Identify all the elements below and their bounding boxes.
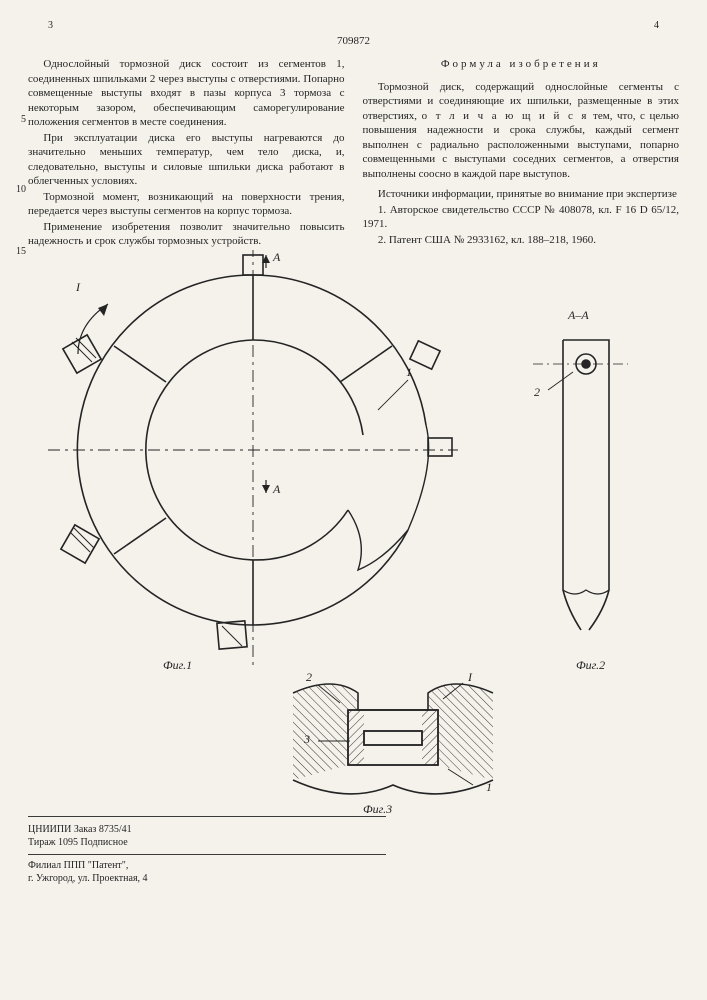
ref-1-fig1: 1 bbox=[406, 365, 412, 380]
left-column: Однослойный тормозной диск состоит из се… bbox=[28, 57, 345, 250]
formula-title: Формула изобретения bbox=[363, 57, 680, 72]
line-mark-5: 5 bbox=[14, 113, 26, 126]
source-1: 1. Авторское свидетельство СССР № 408078… bbox=[363, 203, 680, 232]
ref-2-fig3: 2 bbox=[306, 670, 312, 685]
source-2: 2. Патент США № 2933162, кл. 188–218, 19… bbox=[363, 233, 680, 248]
fig2-label: Фиг.2 bbox=[576, 658, 605, 673]
imprint-line3: Филиал ППП "Патент", bbox=[28, 859, 386, 873]
figures-area: A A I 1 Фиг.1 A–A 2 Фиг.2 bbox=[28, 250, 679, 810]
figure-3 bbox=[278, 665, 508, 805]
claim: Тормозной диск, содержащий однослойные с… bbox=[363, 80, 680, 182]
sources-title: Источники информации, принятые во вниман… bbox=[363, 187, 680, 202]
para-4: Применение изобретения позволит значител… bbox=[28, 220, 345, 249]
figure-2 bbox=[528, 320, 638, 660]
claim-spaced: о т л и ч а ю щ и й с я bbox=[422, 110, 589, 122]
figure-1 bbox=[48, 250, 458, 670]
page-right: 4 bbox=[654, 20, 659, 31]
label-AA: A–A bbox=[568, 308, 589, 323]
ref-3-fig3: 3 bbox=[304, 732, 310, 747]
ref-1-fig3: 1 bbox=[486, 780, 492, 795]
label-A-top: A bbox=[273, 250, 280, 265]
line-mark-15: 15 bbox=[14, 245, 26, 258]
imprint-line1: ЦНИИПИ Заказ 8735/41 bbox=[28, 823, 386, 837]
ref-2-fig2: 2 bbox=[534, 385, 540, 400]
fig1-label: Фиг.1 bbox=[163, 658, 192, 673]
para-2: При эксплуатации диска его выступы нагре… bbox=[28, 131, 345, 189]
imprint-line4: г. Ужгород, ул. Проектная, 4 bbox=[28, 872, 386, 886]
line-mark-10: 10 bbox=[14, 183, 26, 196]
imprint-line2: Тираж 1095 Подписное bbox=[28, 836, 386, 850]
label-A-bottom: A bbox=[273, 482, 280, 497]
page-left: 3 bbox=[48, 20, 53, 31]
label-I-fig3: I bbox=[468, 670, 472, 685]
imprint-footer: ЦНИИПИ Заказ 8735/41 Тираж 1095 Подписно… bbox=[28, 816, 386, 886]
para-1: Однослойный тормозной диск состоит из се… bbox=[28, 57, 345, 130]
right-column: Формула изобретения Тормозной диск, соде… bbox=[363, 57, 680, 250]
document-number: 709872 bbox=[28, 35, 679, 47]
para-3: Тормозной момент, возникающий на поверхн… bbox=[28, 190, 345, 219]
fig3-label: Фиг.3 bbox=[363, 802, 392, 817]
label-I: I bbox=[76, 280, 80, 295]
